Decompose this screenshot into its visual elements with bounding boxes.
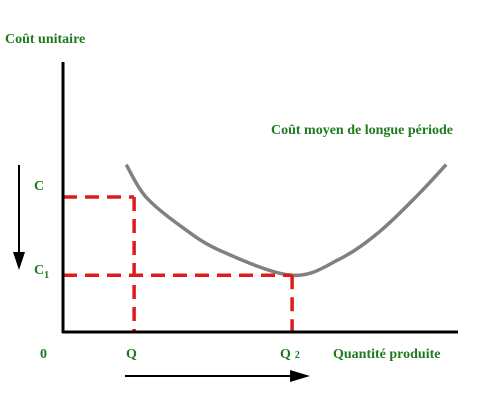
y-tick-c: C (34, 179, 44, 194)
x-axis-label: Quantité produite (333, 347, 440, 362)
guide-lines (63, 195, 294, 332)
lrac-curve (124, 163, 448, 278)
y-tick-c1: C1 (34, 263, 49, 281)
right-arrow (125, 370, 310, 382)
down-arrow (13, 165, 25, 270)
x-tick-q: Q (126, 347, 137, 362)
y-axis-label: Coût unitaire (5, 32, 85, 47)
curve-label: Coût moyen de longue période (271, 123, 453, 138)
origin-label: 0 (40, 347, 47, 362)
